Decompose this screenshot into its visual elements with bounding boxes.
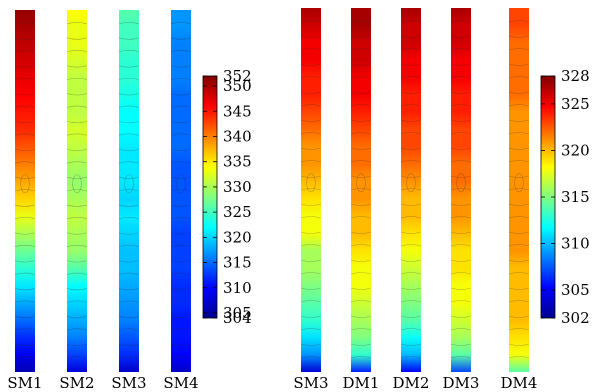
colorbar-tick-label: 350 — [223, 77, 252, 95]
heatmap-column-fill — [119, 10, 139, 372]
contour-lines — [350, 20, 372, 359]
contour-ellipse — [20, 174, 30, 194]
heatmap-column-sm4 — [170, 10, 192, 372]
colorbar-tick-label: 315 — [561, 188, 590, 206]
colorbar-tick-label: 305 — [561, 281, 590, 299]
column-label: SM2 — [59, 374, 94, 392]
heatmap-column-sm2 — [66, 10, 88, 372]
heatmap-column-fill — [171, 10, 191, 372]
contour-ellipse — [72, 174, 82, 194]
column-label: DM4 — [501, 374, 538, 392]
contour-ellipse — [306, 173, 316, 193]
contour-lines — [14, 22, 36, 359]
colorbar-tick-label: 325 — [223, 203, 252, 221]
heatmap-column-dm3 — [450, 8, 472, 372]
contour-lines — [508, 20, 530, 359]
heatmap-column-sm3 — [118, 10, 140, 372]
heatmap-column-sm1 — [14, 10, 36, 372]
column-label: SM4 — [163, 374, 198, 392]
contour-ellipse — [124, 174, 134, 194]
column-label: SM1 — [7, 374, 42, 392]
column-label: DM3 — [443, 374, 480, 392]
left-heatmap-panel: SM1 SM2 SM3 SM43523503453403353303253203153… — [7, 10, 252, 392]
contour-lines — [66, 22, 88, 359]
colorbar-tick-label: 352 — [223, 67, 252, 85]
colorbar-tick-label: 330 — [223, 178, 252, 196]
colorbar-tick-label: 320 — [561, 141, 590, 159]
contour-lines — [118, 22, 140, 359]
contour-lines — [400, 20, 422, 359]
colorbar-tick-label: 320 — [223, 228, 252, 246]
colorbar-tick-label: 302 — [561, 309, 590, 327]
contour-ellipse — [456, 173, 466, 193]
colorbar-tick-label: 304 — [223, 309, 252, 327]
heatmap-column-dm2 — [400, 8, 422, 372]
colorbar-tick-label: 315 — [223, 254, 252, 272]
contour-lines — [300, 20, 322, 359]
colorbar-tick-label: 310 — [223, 279, 252, 297]
right-heatmap-panel: SM3 DM1 DM2 DM3 DM4 328 325 320 315 310 305 302 — [293, 8, 590, 392]
colorbar-tick-label: 335 — [223, 153, 252, 171]
heatmap-column-sm3 — [300, 8, 322, 372]
column-label: SM3 — [111, 374, 146, 392]
colorbar-gradient — [202, 75, 218, 319]
heatmap-column-fill — [509, 8, 529, 372]
contour-ellipse — [176, 174, 186, 194]
colorbar-tick-label: 328 — [561, 67, 590, 85]
colorbar-tick-label: 310 — [561, 235, 590, 253]
heatmap-column-fill — [401, 8, 421, 372]
colorbar-tick-label: 325 — [561, 95, 590, 113]
contour-ellipse — [356, 173, 366, 193]
heatmap-column-fill — [15, 10, 35, 372]
column-label: SM3 — [293, 374, 328, 392]
contour-lines — [170, 22, 192, 359]
heatmap-column-dm1 — [350, 8, 372, 372]
column-label: DM2 — [393, 374, 430, 392]
colorbar-tick-label: 340 — [223, 128, 252, 146]
heatmap-column-dm4 — [508, 8, 530, 372]
heatmap-column-fill — [351, 8, 371, 372]
colorbar: 328 325 320 315 310 305 302 — [540, 67, 590, 327]
colorbar-tick-label: 305 — [223, 304, 252, 322]
contour-ellipse — [514, 173, 524, 193]
colorbar-tick-label: 345 — [223, 102, 252, 120]
heatmap-column-fill — [451, 8, 471, 372]
heatmap-column-fill — [67, 10, 87, 372]
contour-lines — [450, 20, 472, 359]
heatmap-column-fill — [301, 8, 321, 372]
contour-ellipse — [406, 173, 416, 193]
column-label: DM1 — [343, 374, 380, 392]
